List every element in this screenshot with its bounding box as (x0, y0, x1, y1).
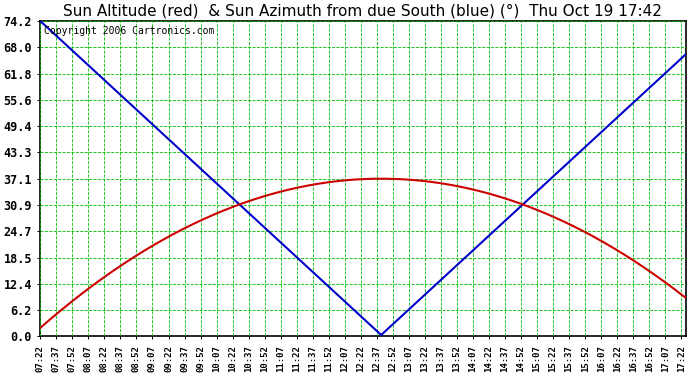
Title: Sun Altitude (red)  & Sun Azimuth from due South (blue) (°)  Thu Oct 19 17:42: Sun Altitude (red) & Sun Azimuth from du… (63, 3, 662, 18)
Text: Copyright 2006 Cartronics.com: Copyright 2006 Cartronics.com (43, 26, 214, 36)
